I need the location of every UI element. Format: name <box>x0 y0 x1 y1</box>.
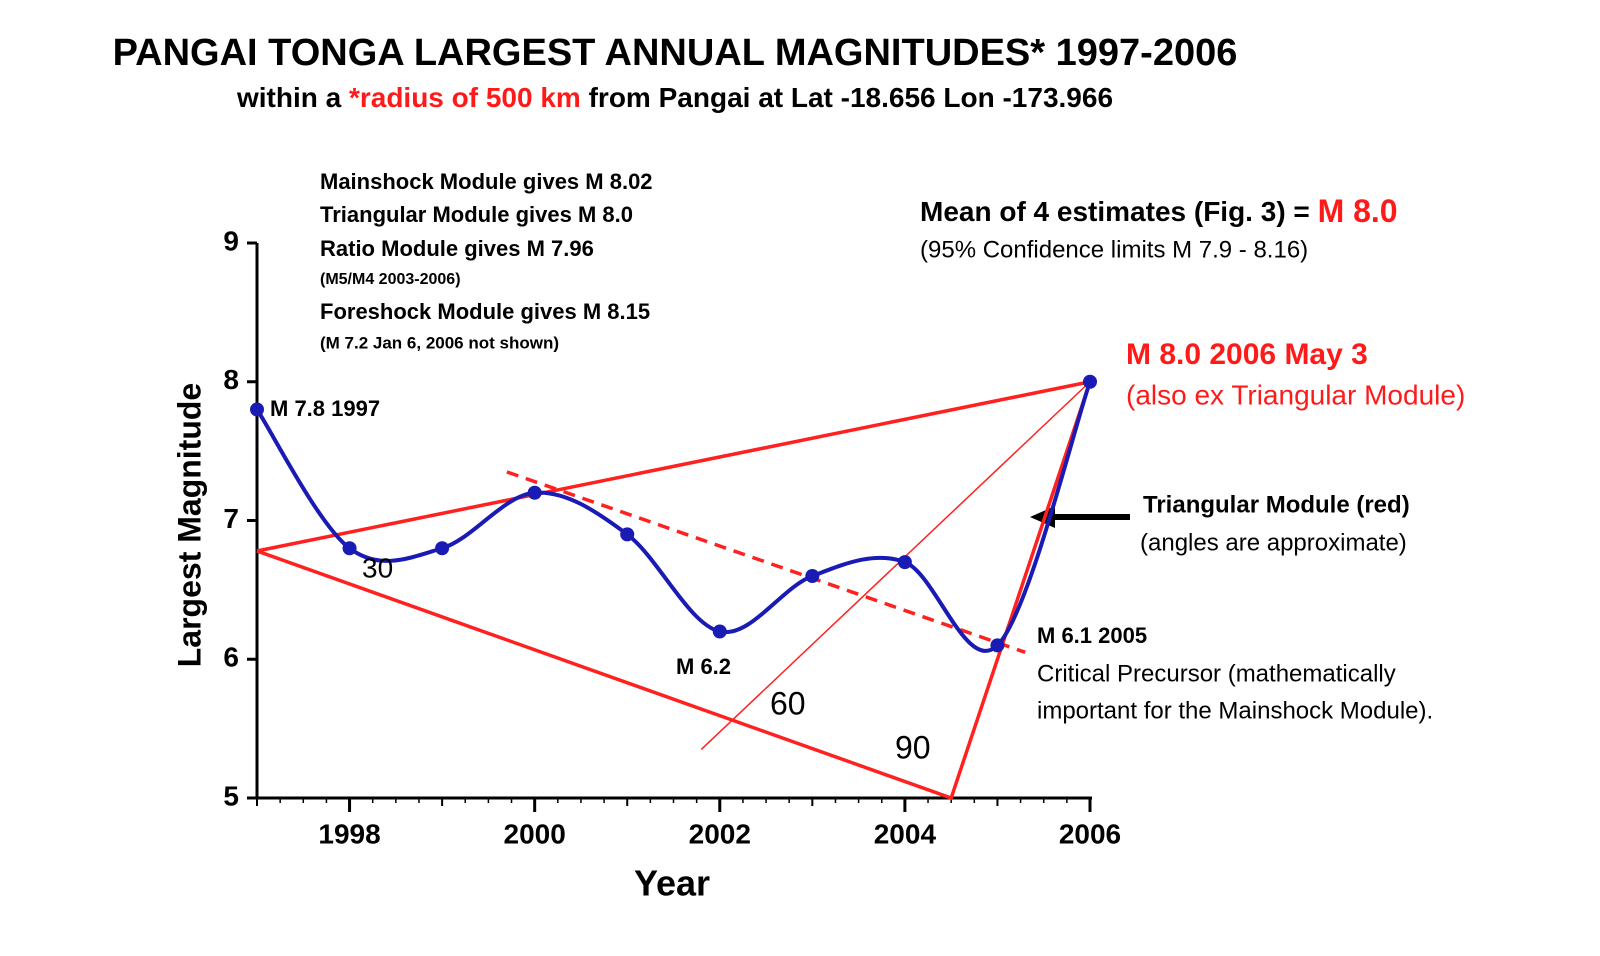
annotation: (M 7.2 Jan 6, 2006 not shown) <box>320 333 559 352</box>
data-point <box>527 485 542 500</box>
x-tick-label: 2004 <box>874 818 937 849</box>
annotation-line <box>256 379 1093 801</box>
y-tick-label: 8 <box>223 364 239 395</box>
annotation: Mainshock Module gives M 8.02 <box>320 169 653 194</box>
y-tick-label: 6 <box>223 642 239 673</box>
x-tick-label: 1998 <box>318 818 380 849</box>
data-point <box>1083 374 1097 389</box>
arrow <box>1030 506 1130 528</box>
annotation: Ratio Module gives M 7.96 <box>320 236 594 261</box>
data-point <box>342 541 357 556</box>
annotation: (M5/M4 2003-2006) <box>320 271 461 288</box>
data-point <box>250 402 264 417</box>
annotation: Triangular Module gives M 8.0 <box>320 202 633 227</box>
x-tick-label: 2006 <box>1059 818 1121 849</box>
data-point <box>897 555 912 570</box>
annotation: Foreshock Module gives M 8.15 <box>320 299 650 324</box>
chart-subtitle: within a *radius of 500 km from Pangai a… <box>236 82 1113 113</box>
data-point <box>712 624 727 639</box>
mean-value: M 8.0 <box>1318 193 1398 229</box>
mean-estimate: Mean of 4 estimates (Fig. 3) = M 8.0 <box>920 193 1398 229</box>
data-point <box>990 638 1005 653</box>
annotation: (angles are approximate) <box>1140 529 1407 556</box>
chart-title: PANGAI TONGA LARGEST ANNUAL MAGNITUDES* … <box>113 32 1238 74</box>
annotation: M 7.8 1997 <box>270 396 380 421</box>
data-point <box>620 527 635 542</box>
mean-text: Mean of 4 estimates (Fig. 3) = <box>920 196 1318 227</box>
subtitle-part: from Pangai at Lat -18.656 Lon -173.966 <box>581 82 1113 113</box>
x-axis-label: Year <box>634 863 710 904</box>
y-tick-label: 5 <box>223 780 239 811</box>
annotation: Triangular Module (red) <box>1143 491 1410 518</box>
y-tick-label: 9 <box>223 225 239 256</box>
annotation: 60 <box>770 685 806 721</box>
subtitle-part: within a <box>236 82 349 113</box>
annotation: 90 <box>895 729 931 765</box>
series-line <box>255 381 1092 653</box>
subtitle-part: *radius of 500 km <box>349 82 581 113</box>
data-point <box>805 569 820 583</box>
x-tick-label: 2002 <box>689 818 751 849</box>
y-axis-label: Largest Magnitude <box>171 383 207 667</box>
annotation: M 6.2 <box>676 654 731 679</box>
x-tick-label: 2000 <box>504 818 566 849</box>
y-tick-label: 7 <box>223 503 239 534</box>
annotation-line <box>506 470 1026 654</box>
annotation: 30 <box>362 552 393 583</box>
annotation: M 6.1 2005 <box>1037 623 1147 648</box>
data-point <box>435 541 450 556</box>
annotation: (95% Confidence limits M 7.9 - 8.16) <box>920 236 1308 263</box>
annotation: M 8.0 2006 May 3 <box>1126 338 1368 371</box>
annotation: Critical Precursor (mathematically <box>1037 660 1396 687</box>
annotation: important for the Mainshock Module). <box>1037 697 1433 724</box>
annotation: (also ex Triangular Module) <box>1126 379 1465 410</box>
annotation-line <box>700 381 1091 750</box>
